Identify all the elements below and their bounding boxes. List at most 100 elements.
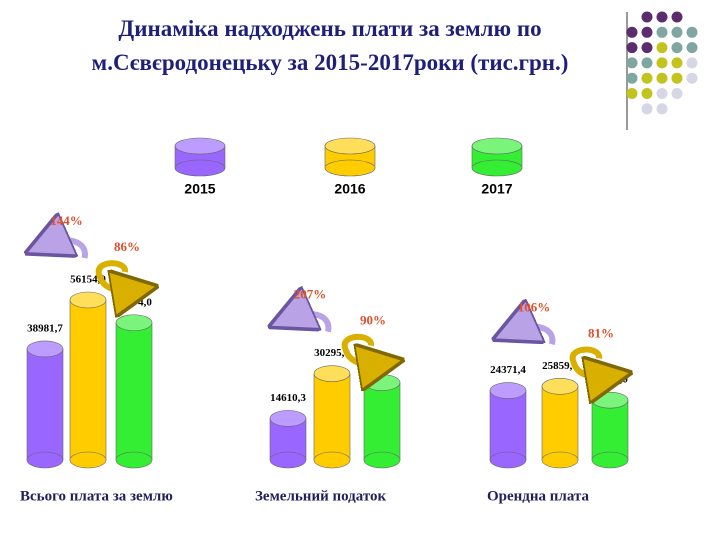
cylinder-fill (270, 458, 306, 460)
value-label: 25859,0 (542, 360, 578, 372)
cylinder-top (69, 291, 107, 309)
cylinder-fill (490, 458, 526, 460)
cylinder-top (174, 137, 226, 155)
decor-dot (671, 88, 683, 99)
cylinder-top (541, 378, 579, 395)
cylinder-fill (592, 458, 628, 460)
cylinder-top (313, 365, 351, 382)
cylinder-fill (325, 166, 375, 168)
cylinder-fill (364, 458, 400, 460)
cylinder-fill (314, 458, 350, 460)
legend-label: 2016 (334, 181, 365, 197)
decor-dot (671, 26, 683, 38)
growth-arrow (569, 350, 609, 378)
cylinder-top (363, 374, 401, 391)
decor-dot (641, 42, 653, 54)
cylinder-body (313, 373, 351, 461)
decor-dot (626, 57, 638, 69)
growth-label: 90% (360, 313, 386, 328)
decor-dot (656, 42, 668, 54)
cylinder-body (541, 386, 579, 461)
decor-dot (656, 103, 668, 115)
decor-dot (686, 26, 698, 38)
cylinder-body (489, 390, 527, 461)
decor-dot (626, 88, 638, 99)
cylinder-fill (542, 458, 578, 460)
cylinder-fill (175, 166, 225, 168)
decor-dot (656, 88, 668, 99)
growth-label: 106% (518, 299, 551, 314)
value-label: 30295,9 (314, 347, 350, 359)
decor-dot (641, 72, 653, 84)
bar (489, 382, 527, 469)
bar (591, 391, 629, 469)
cylinder-body (69, 299, 107, 461)
cylinder-body (26, 348, 64, 461)
decor-dot (671, 42, 683, 54)
decor-dot (671, 72, 683, 84)
growth-label: 207% (294, 287, 327, 302)
cylinder-top (471, 137, 523, 155)
growth-label: 81% (588, 325, 614, 340)
bar (269, 410, 307, 469)
cylinder-body (363, 382, 401, 461)
legend-label: 2017 (481, 181, 512, 197)
cylinder-top (489, 382, 527, 399)
cylinder-body (115, 322, 153, 461)
bar (313, 365, 351, 469)
cylinder-fill (472, 166, 522, 168)
decor-dot (656, 26, 668, 38)
legend-item (324, 137, 376, 177)
cylinder-fill (27, 458, 63, 460)
cylinder-top (324, 137, 376, 155)
decor-dot (641, 88, 653, 99)
cylinder-top (269, 410, 307, 427)
decor-dot (686, 72, 698, 84)
category-label: Орендна плата (487, 488, 590, 504)
decor-dot (671, 11, 683, 23)
category-label: Всього плата за землю (20, 488, 173, 504)
chart-title: Динаміка надходжень плати за землю по м.… (91, 16, 569, 75)
decor-dot (686, 57, 698, 69)
value-label: 24371,4 (490, 364, 526, 376)
growth-arrow (341, 337, 381, 365)
decor-dot (626, 26, 638, 38)
growth-arrow (95, 263, 135, 291)
growth-arrow (290, 314, 332, 333)
decor-dot (671, 57, 683, 69)
growth-arrow (47, 240, 88, 259)
decor-dot (656, 11, 668, 23)
legend-label: 2015 (184, 181, 215, 197)
decor-dot (641, 26, 653, 38)
cylinder-top (26, 340, 64, 358)
bar (363, 374, 401, 469)
category-label: Земельний податок (255, 488, 387, 504)
growth-arrow (514, 326, 556, 345)
legend-item (174, 137, 226, 177)
value-label: 38981,7 (27, 322, 63, 334)
bar (26, 340, 64, 469)
decor-dot (656, 72, 668, 84)
bar (69, 291, 107, 469)
decor-dot (686, 42, 698, 54)
bar (541, 378, 579, 469)
value-label: 48174,0 (116, 296, 152, 308)
decor-dot (641, 103, 653, 115)
decor-dot (656, 57, 668, 69)
cylinder-fill (70, 458, 106, 460)
legend-item (471, 137, 523, 177)
decor-dot (626, 72, 638, 84)
cylinder-body (591, 399, 629, 461)
bar (115, 314, 153, 469)
growth-label: 144% (50, 213, 83, 228)
growth-label: 86% (114, 239, 140, 254)
value-label: 14610,3 (270, 392, 306, 404)
decor-dot (641, 57, 653, 69)
cylinder-top (115, 314, 153, 332)
decor-dot (641, 11, 653, 23)
cylinder-top (591, 391, 629, 409)
cylinder-fill (116, 458, 152, 460)
decor-dot (626, 42, 638, 54)
